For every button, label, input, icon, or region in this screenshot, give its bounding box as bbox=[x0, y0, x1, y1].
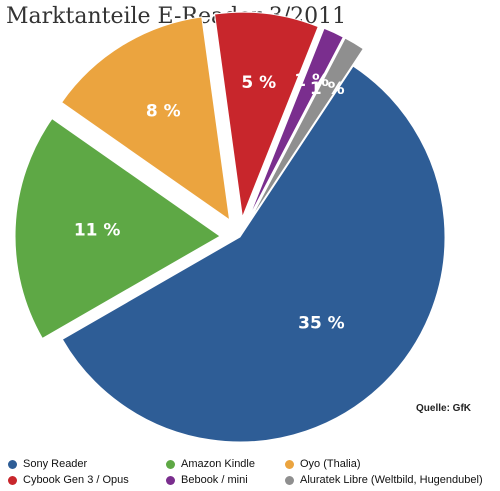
slice-label-kindle: 11 % bbox=[74, 221, 121, 241]
slice-label-aluratek: 1 % bbox=[310, 79, 345, 99]
slice-label-cybook: 5 % bbox=[241, 73, 276, 93]
legend-item-sony: Sony Reader bbox=[8, 458, 87, 470]
legend-swatch bbox=[8, 475, 17, 485]
legend-item-cybook: Cybook Gen 3 / Opus bbox=[8, 474, 129, 486]
legend-label: Sony Reader bbox=[23, 458, 88, 470]
legend-swatch bbox=[166, 459, 175, 469]
legend-item-kindle: Amazon Kindle bbox=[166, 458, 255, 470]
pie-slice-sony bbox=[61, 65, 446, 443]
legend-swatch bbox=[8, 459, 17, 469]
slice-label-bebook: 1 % bbox=[294, 71, 329, 91]
legend-label: Cybook Gen 3 / Opus bbox=[23, 474, 129, 486]
legend-swatch bbox=[285, 459, 294, 469]
legend-item-oyo: Oyo (Thalia) bbox=[285, 458, 361, 470]
source-note: Quelle: GfK bbox=[416, 403, 472, 414]
legend: Sony Reader Amazon Kindle Oyo (Thalia) C… bbox=[0, 456, 500, 491]
pie-slice-bebook bbox=[247, 27, 344, 220]
slice-label-sony: 35 % bbox=[298, 314, 345, 334]
legend-label: Bebook / mini bbox=[181, 474, 248, 486]
pie-slice-oyo bbox=[60, 16, 231, 221]
pie-slice-cybook bbox=[213, 11, 319, 220]
legend-label: Aluratek Libre (Weltbild, Hugendubel) bbox=[300, 474, 483, 486]
legend-item-aluratek: Aluratek Libre (Weltbild, Hugendubel) bbox=[285, 474, 483, 486]
slice-label-oyo: 8 % bbox=[146, 101, 181, 121]
pie-slice-kindle bbox=[14, 117, 221, 340]
legend-swatch bbox=[166, 475, 175, 485]
pie-slice-aluratek bbox=[249, 37, 365, 221]
legend-item-bebook: Bebook / mini bbox=[166, 474, 248, 486]
legend-label: Oyo (Thalia) bbox=[300, 458, 361, 470]
legend-label: Amazon Kindle bbox=[181, 458, 255, 470]
legend-swatch bbox=[285, 475, 294, 485]
pie-chart: 35 % 11 % 8 % 5 % 1 %1 % bbox=[14, 11, 446, 443]
